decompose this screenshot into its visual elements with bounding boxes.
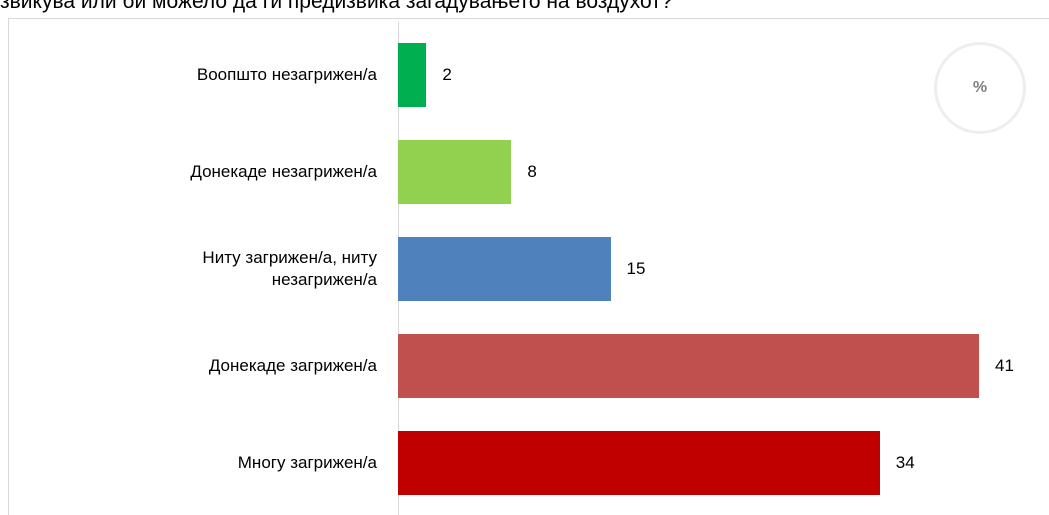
bar xyxy=(398,237,611,301)
category-label: Воопшто незагрижен/а xyxy=(196,65,377,84)
category-label: Многу загрижен/а xyxy=(237,453,377,472)
bar xyxy=(398,431,880,495)
category-label: Донекаде загрижен/а xyxy=(208,356,377,375)
unit-badge: % xyxy=(934,42,1026,134)
category-label: Донекаде незагрижен/а xyxy=(190,162,377,181)
frame-top xyxy=(8,18,1049,19)
frame-left xyxy=(8,18,9,515)
value-label: 41 xyxy=(995,356,1014,375)
value-label: 15 xyxy=(626,259,646,278)
bar xyxy=(398,140,512,204)
chart-title: звикува или би можело да ги предизвика з… xyxy=(0,0,673,13)
value-label: 2 xyxy=(442,65,452,84)
value-label: 8 xyxy=(527,162,537,181)
bar xyxy=(398,43,427,107)
category-label: Ниту загрижен/а, ниту незагрижен/а xyxy=(202,248,377,289)
bar xyxy=(398,334,979,398)
value-label: 34 xyxy=(895,453,915,472)
